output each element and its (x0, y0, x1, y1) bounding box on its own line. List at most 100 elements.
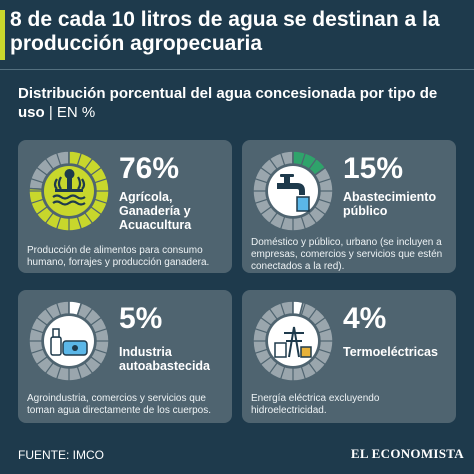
donut-separator (260, 167, 272, 176)
donut-separator (84, 362, 93, 374)
donut-separator (76, 216, 82, 230)
donut-separator (84, 308, 93, 320)
card-abastecimiento: 15% Abastecimiento público Doméstico y p… (242, 140, 456, 273)
donut-separator (318, 178, 332, 184)
category-description: Agroindustria, comercios y servicios que… (27, 393, 211, 416)
donut-separator (300, 152, 306, 166)
donut-separator (318, 328, 332, 334)
category-description: Energía eléctrica excluyendo hidroelectr… (251, 393, 380, 416)
category-label: Agrícola, Ganadería y Acuacultura (119, 190, 192, 232)
donut-remainder-segment (28, 300, 110, 382)
page-title: 8 de cada 10 litros de agua se destinan … (10, 8, 440, 55)
donut-separator (269, 362, 278, 374)
donut-value-slice (292, 300, 304, 316)
donut-separator (45, 212, 54, 224)
donut-center (268, 166, 318, 216)
donut-separator (36, 356, 48, 365)
donut-separator (90, 356, 102, 365)
unit-label: | EN % (48, 104, 96, 121)
donut-separator (30, 348, 44, 354)
donut-remainder-segment (252, 300, 334, 382)
donut-separator (269, 308, 278, 320)
donut-separator (280, 152, 286, 166)
percent-value: 15% (343, 152, 404, 185)
category-label: Industria autoabastecida (119, 345, 211, 373)
donut-separator (90, 167, 102, 176)
donut-separator (314, 206, 326, 215)
factory-icon (50, 328, 88, 356)
donut-separator (30, 178, 44, 184)
donut-chart-abastecimiento (252, 150, 334, 232)
donut-separator (76, 152, 82, 166)
card-industria: 5% Industria autoabastecida Agroindustri… (18, 290, 232, 423)
donut-separator (318, 348, 332, 354)
donut-separator (84, 212, 93, 224)
donut-separator (94, 178, 108, 184)
donut-separator (56, 216, 62, 230)
donut-remainder-segment (252, 150, 334, 232)
donut-separator (94, 328, 108, 334)
donut-chart-termoelectricas (252, 300, 334, 382)
donut-separator (280, 302, 286, 316)
donut-separator (76, 302, 82, 316)
donut-separator (36, 317, 48, 326)
percent-value: 5% (119, 302, 163, 335)
donut-separator (318, 198, 332, 204)
donut-separator (260, 206, 272, 215)
donut-separator (94, 348, 108, 354)
category-label: Abastecimiento público (343, 190, 437, 218)
donut-separator (308, 212, 317, 224)
donut-separator (308, 362, 317, 374)
donut-separator (269, 158, 278, 170)
title-accent-bar (0, 10, 5, 60)
divider (0, 69, 474, 70)
donut-separator (56, 302, 62, 316)
category-description: Doméstico y público, urbano (se incluyen… (251, 237, 443, 272)
donut-separator (308, 158, 317, 170)
percent-value: 76% (119, 152, 180, 185)
chart-subtitle: Distribución porcentual del agua concesi… (18, 84, 458, 122)
donut-value-slice (292, 150, 327, 177)
donut-separator (254, 178, 268, 184)
donut-separator (30, 198, 44, 204)
donut-separator (36, 206, 48, 215)
power-plant-icon (274, 326, 312, 358)
donut-separator (36, 167, 48, 176)
card-termoelectricas: 4% Termoeléctricas Energía eléctrica exc… (242, 290, 456, 423)
subtitle-text: Distribución porcentual del agua concesi… (18, 85, 438, 121)
donut-chart-agricola (28, 150, 110, 232)
donut-separator (314, 356, 326, 365)
donut-separator (84, 158, 93, 170)
donut-separator (45, 362, 54, 374)
donut-separator (94, 198, 108, 204)
donut-separator (300, 302, 306, 316)
donut-separator (260, 317, 272, 326)
faucet-icon (277, 174, 310, 212)
category-description: Producción de alimentos para consumo hum… (27, 245, 210, 268)
donut-separator (76, 366, 82, 380)
percent-value: 4% (343, 302, 387, 335)
donut-separator (314, 167, 326, 176)
donut-separator (254, 198, 268, 204)
farm-icon (52, 169, 86, 206)
donut-separator (45, 158, 54, 170)
donut-separator (90, 206, 102, 215)
donut-separator (30, 328, 44, 334)
donut-separator (314, 317, 326, 326)
donut-separator (300, 366, 306, 380)
source-note: FUENTE: IMCO (18, 448, 104, 462)
donut-chart-industria (28, 300, 110, 382)
donut-separator (300, 216, 306, 230)
donut-separator (90, 317, 102, 326)
donut-separator (45, 308, 54, 320)
donut-separator (308, 308, 317, 320)
donut-separator (280, 216, 286, 230)
donut-separator (280, 366, 286, 380)
donut-value-slice (28, 150, 110, 232)
brand-logo: EL ECONOMISTA (350, 446, 464, 461)
donut-separator (254, 328, 268, 334)
donut-separator (260, 356, 272, 365)
donut-separator (56, 152, 62, 166)
donut-separator (269, 212, 278, 224)
donut-separator (254, 348, 268, 354)
